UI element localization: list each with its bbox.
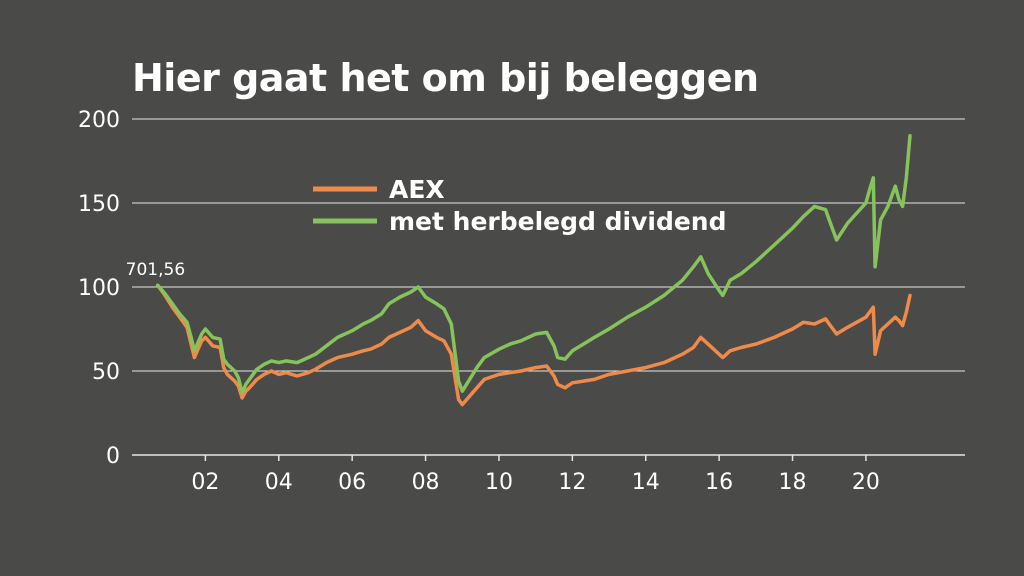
annotations: 701,56 — [126, 260, 185, 280]
gridlines — [132, 118, 965, 456]
x-axis: 02 04 06 08 10 12 14 16 18 20 — [132, 454, 965, 495]
legend-label-aex: AEX — [389, 175, 445, 204]
x-tick-label: 18 — [779, 470, 807, 495]
series-line-dividend — [155, 134, 912, 395]
x-tick-label: 16 — [705, 470, 733, 495]
chart-title: Hier gaat het om bij beleggen — [132, 56, 759, 100]
x-tick-label: 08 — [412, 470, 440, 495]
x-tick-label: 02 — [191, 470, 219, 495]
legend: AEX met herbelegd dividend — [313, 175, 727, 236]
y-tick-label: 100 — [78, 276, 120, 301]
x-tick-label: 10 — [485, 470, 513, 495]
y-tick-label: 0 — [106, 444, 120, 469]
y-axis-tick-labels: 0 50 100 150 200 — [78, 108, 120, 469]
x-tick-label: 04 — [265, 470, 293, 495]
y-tick-label: 150 — [78, 192, 120, 217]
x-tick-label: 12 — [558, 470, 586, 495]
start-value-annotation: 701,56 — [126, 260, 185, 280]
y-tick-label: 50 — [92, 360, 120, 385]
x-tick-label: 06 — [338, 470, 366, 495]
series-line-aex — [155, 283, 912, 407]
x-tick-label: 14 — [632, 470, 660, 495]
series-lines — [155, 134, 912, 407]
x-tick-label: 20 — [852, 470, 880, 495]
legend-label-dividend: met herbelegd dividend — [389, 207, 727, 236]
y-tick-label: 200 — [78, 108, 120, 133]
